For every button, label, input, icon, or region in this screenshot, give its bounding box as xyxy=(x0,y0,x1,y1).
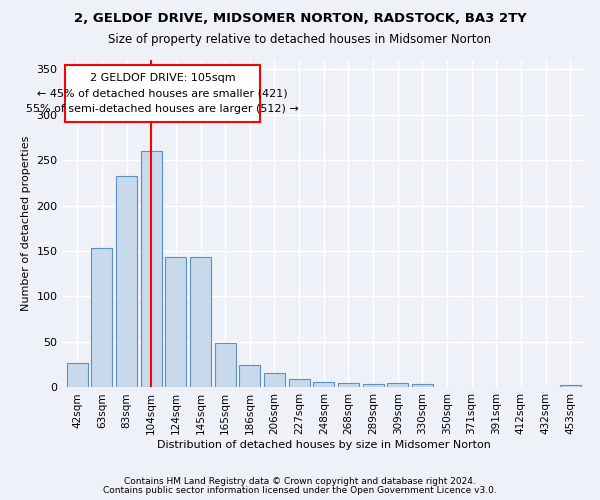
Bar xyxy=(239,364,260,388)
X-axis label: Distribution of detached houses by size in Midsomer Norton: Distribution of detached houses by size … xyxy=(157,440,491,450)
Bar xyxy=(437,386,457,388)
Text: Contains HM Land Registry data © Crown copyright and database right 2024.: Contains HM Land Registry data © Crown c… xyxy=(124,477,476,486)
Bar xyxy=(412,384,433,388)
Text: 55% of semi-detached houses are larger (512) →: 55% of semi-detached houses are larger (… xyxy=(26,104,299,114)
Bar xyxy=(91,248,112,388)
Text: Contains public sector information licensed under the Open Government Licence v3: Contains public sector information licen… xyxy=(103,486,497,495)
Bar xyxy=(166,258,187,388)
Bar xyxy=(190,258,211,388)
Bar xyxy=(67,363,88,388)
Bar xyxy=(141,151,162,388)
FancyBboxPatch shape xyxy=(65,66,260,122)
Bar xyxy=(215,343,236,388)
Bar xyxy=(313,382,334,388)
Text: ← 45% of detached houses are smaller (421): ← 45% of detached houses are smaller (42… xyxy=(37,88,287,99)
Bar xyxy=(338,383,359,388)
Text: Size of property relative to detached houses in Midsomer Norton: Size of property relative to detached ho… xyxy=(109,32,491,46)
Bar xyxy=(387,383,408,388)
Y-axis label: Number of detached properties: Number of detached properties xyxy=(21,136,31,312)
Text: 2 GELDOF DRIVE: 105sqm: 2 GELDOF DRIVE: 105sqm xyxy=(89,73,235,83)
Bar xyxy=(362,384,383,388)
Bar xyxy=(560,384,581,388)
Bar xyxy=(289,380,310,388)
Bar xyxy=(116,176,137,388)
Text: 2, GELDOF DRIVE, MIDSOMER NORTON, RADSTOCK, BA3 2TY: 2, GELDOF DRIVE, MIDSOMER NORTON, RADSTO… xyxy=(74,12,526,26)
Bar xyxy=(264,373,285,388)
